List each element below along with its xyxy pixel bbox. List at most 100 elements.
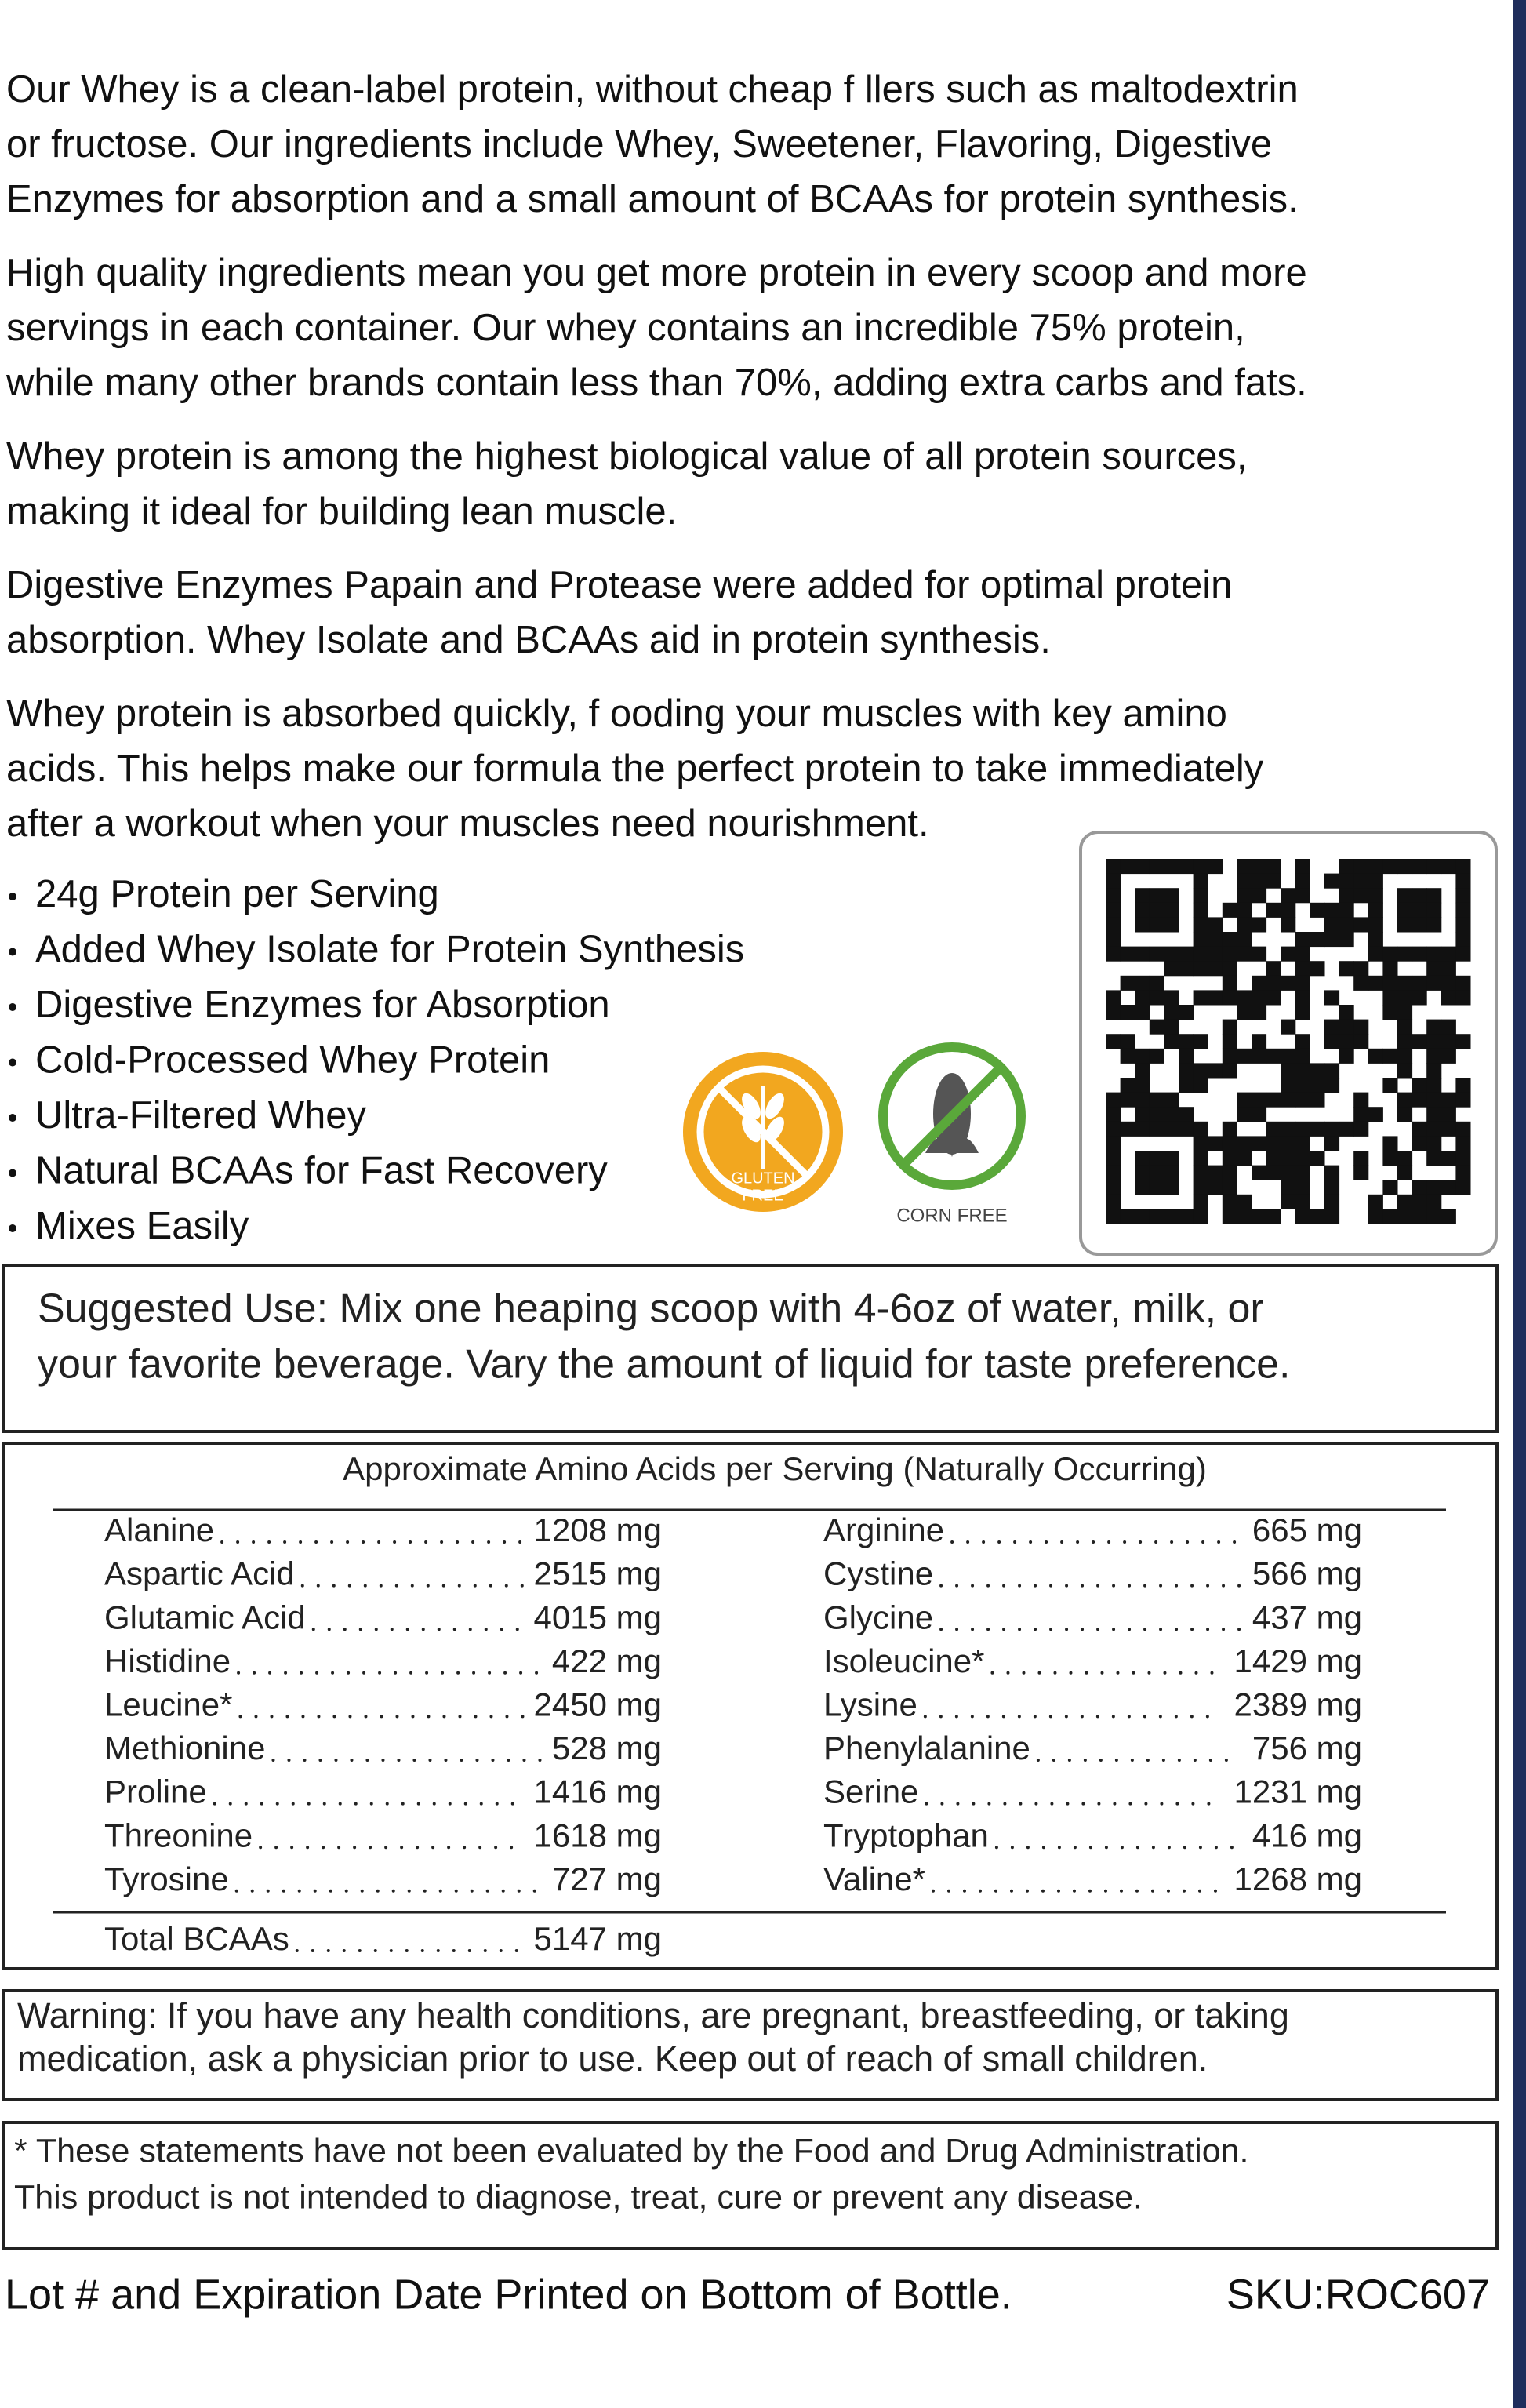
amino-amount: 1416 mg: [534, 1773, 662, 1810]
qr-module: [1252, 873, 1267, 889]
qr-module: [1426, 1151, 1442, 1166]
qr-module: [1193, 873, 1208, 889]
qr-module: [1368, 932, 1383, 948]
qr-module: [1397, 888, 1413, 904]
qr-module: [1397, 1107, 1413, 1122]
qr-module: [1281, 1092, 1296, 1108]
qr-module: [1281, 946, 1296, 962]
qr-module: [1266, 873, 1281, 889]
amino-title: Approximate Amino Acids per Serving (Nat…: [343, 1450, 1207, 1487]
qr-module: [1164, 1121, 1179, 1137]
qr-module: [1222, 975, 1237, 991]
qr-module: [1455, 917, 1471, 933]
qr-module: [1179, 1063, 1194, 1079]
qr-module: [1382, 1048, 1398, 1064]
feature: Ultra-Filtered Whey: [35, 1094, 367, 1137]
qr-module: [1397, 1019, 1413, 1035]
qr-module: [1339, 873, 1354, 889]
amino-amount: 1618 mg: [534, 1817, 662, 1853]
qr-module: [1222, 961, 1237, 977]
disclaimer-box: [2, 2121, 1499, 2250]
qr-module: [1310, 1078, 1325, 1093]
qr-module: [1441, 1107, 1456, 1122]
qr-module: [1295, 990, 1310, 1006]
qr-module: [1368, 1048, 1383, 1064]
qr-module: [1164, 1180, 1179, 1195]
qr-module: [1353, 1034, 1369, 1049]
badge-text: FREE: [742, 1187, 783, 1204]
amino-name: Threonine: [104, 1817, 253, 1853]
qr-module: [1441, 1209, 1456, 1224]
qr-module: [1135, 1121, 1150, 1137]
qr-module: [1426, 1194, 1442, 1209]
description-line: Whey protein is among the highest biolog…: [6, 435, 1248, 478]
qr-module: [1441, 1048, 1456, 1064]
qr-module: [1106, 1034, 1121, 1049]
qr-module: [1368, 975, 1383, 991]
description-line: High quality ingredients mean you get mo…: [6, 252, 1307, 294]
qr-code: [1106, 859, 1471, 1224]
qr-module: [1193, 1165, 1208, 1180]
qr-module: [1237, 990, 1252, 1006]
qr-module: [1222, 990, 1237, 1006]
qr-module: [1135, 975, 1150, 991]
qr-module: [1149, 1048, 1164, 1064]
description-line: absorption. Whey Isolate and BCAAs aid i…: [6, 619, 1051, 661]
qr-module: [1295, 1092, 1310, 1108]
qr-module: [1310, 961, 1325, 977]
qr-module: [1149, 1151, 1164, 1166]
qr-module: [1455, 1121, 1471, 1137]
suggested-use: Suggested Use: Mix one heaping scoop wit…: [38, 1286, 1264, 1332]
feature: Mixes Easily: [35, 1205, 249, 1247]
qr-module: [1382, 1136, 1398, 1151]
qr-module: [1266, 961, 1281, 977]
qr-module: [1281, 1180, 1296, 1195]
qr-module: [1426, 975, 1442, 991]
qr-module: [1252, 975, 1267, 991]
qr-module: [1266, 1209, 1281, 1224]
qr-module: [1208, 961, 1223, 977]
qr-module: [1295, 975, 1310, 991]
qr-module: [1426, 1180, 1442, 1195]
qr-module: [1281, 1048, 1296, 1064]
qr-module: [1295, 1078, 1310, 1093]
qr-module: [1368, 859, 1383, 875]
qr-module: [1193, 902, 1208, 918]
qr-module: [1149, 1019, 1164, 1035]
qr-module: [1222, 1121, 1237, 1137]
qr-module: [1106, 1180, 1121, 1195]
qr-module: [1310, 932, 1325, 948]
qr-module: [1339, 917, 1354, 933]
qr-module: [1441, 1121, 1456, 1137]
qr-module: [1179, 961, 1194, 977]
qr-module: [1135, 902, 1150, 918]
bullet: [9, 1003, 16, 1011]
amino-amount: 437 mg: [1252, 1599, 1362, 1635]
qr-module: [1193, 917, 1208, 933]
qr-module: [1208, 917, 1223, 933]
qr-module: [1266, 1092, 1281, 1108]
qr-module: [1179, 859, 1194, 875]
qr-module: [1455, 1165, 1471, 1180]
qr-module: [1353, 961, 1369, 977]
qr-module: [1295, 873, 1310, 889]
qr-module: [1426, 1034, 1442, 1049]
qr-module: [1412, 946, 1427, 962]
qr-module: [1368, 888, 1383, 904]
qr-module: [1295, 1063, 1310, 1079]
qr-module: [1412, 859, 1427, 875]
qr-module: [1237, 888, 1252, 904]
qr-module: [1193, 1078, 1208, 1093]
disclaimer: * These statements have not been evaluat…: [14, 2132, 1248, 2170]
qr-module: [1397, 1165, 1413, 1180]
qr-module: [1135, 1092, 1150, 1108]
description-line: Our Whey is a clean-label protein, witho…: [6, 68, 1299, 111]
qr-module: [1237, 1048, 1252, 1064]
qr-module: [1382, 975, 1398, 991]
qr-module: [1295, 946, 1310, 962]
qr-module: [1179, 1107, 1194, 1122]
qr-module: [1149, 1092, 1164, 1108]
feature: 24g Protein per Serving: [35, 873, 439, 915]
qr-module: [1164, 946, 1179, 962]
qr-module: [1324, 1209, 1340, 1224]
